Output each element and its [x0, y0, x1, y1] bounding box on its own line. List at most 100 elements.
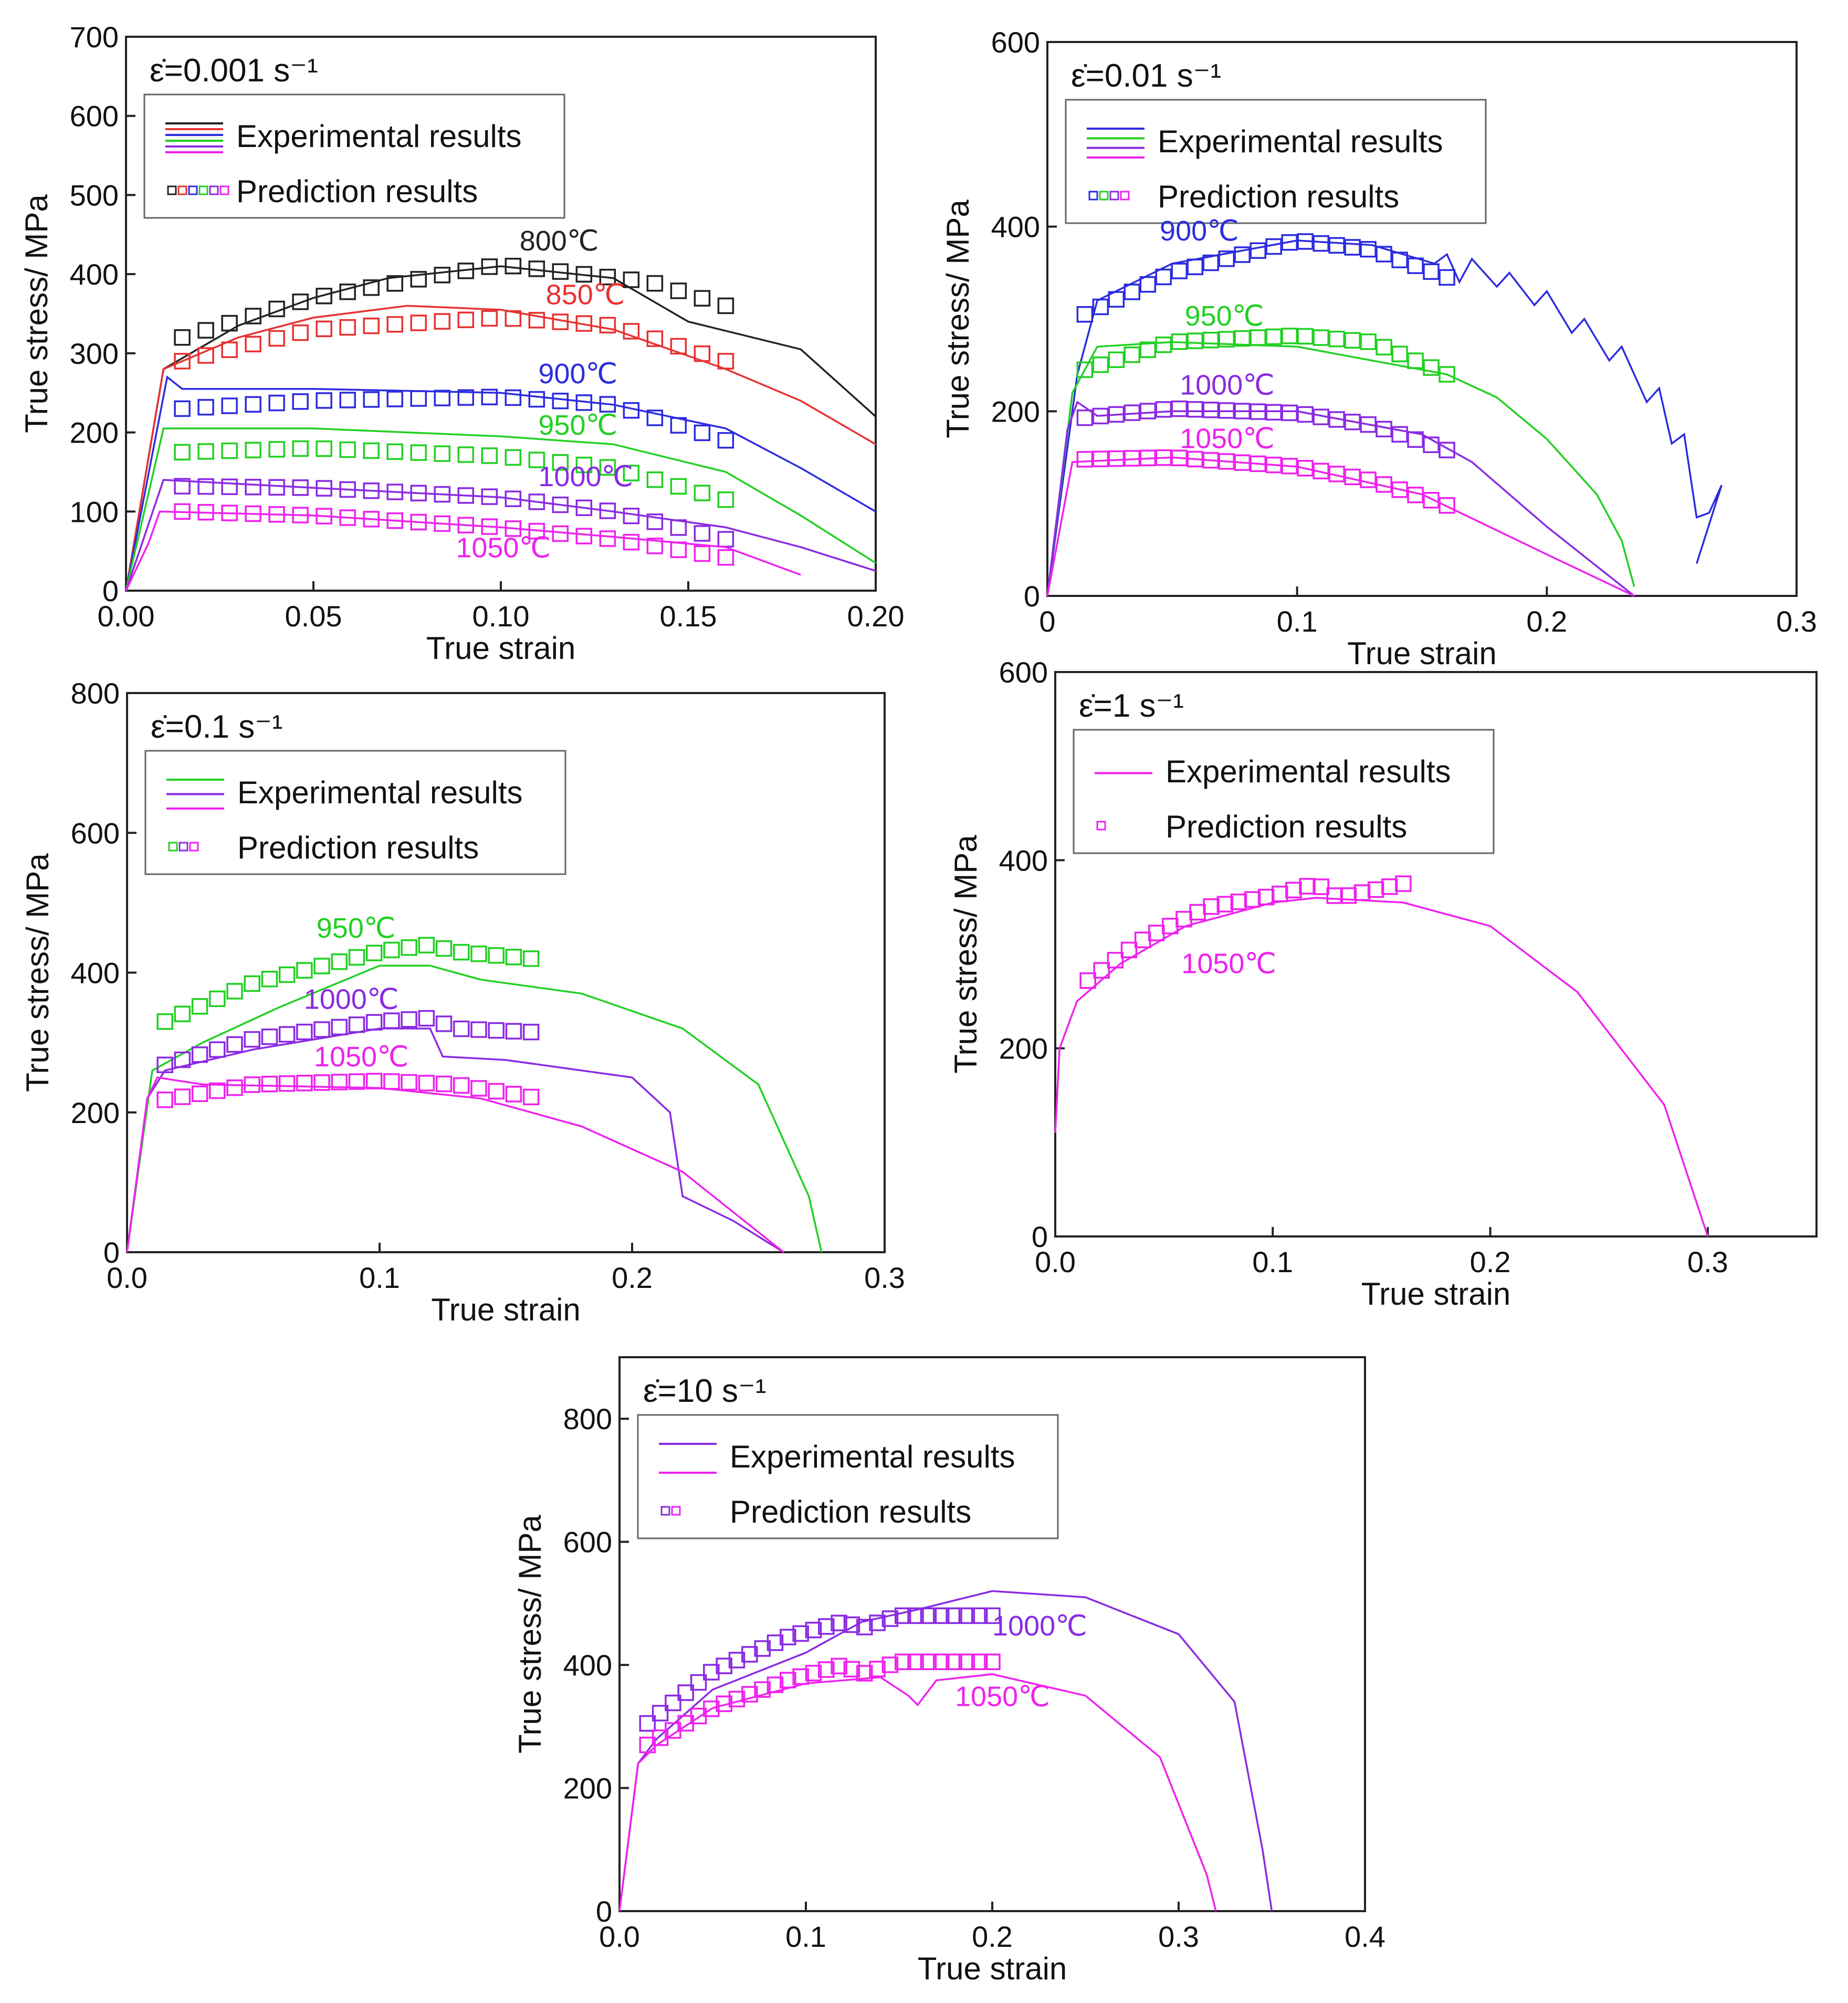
prediction-marker-950 — [292, 440, 309, 457]
prediction-marker-950 — [401, 939, 417, 956]
prediction-marker-800 — [670, 282, 687, 299]
prediction-marker-1050 — [1202, 452, 1220, 469]
prediction-marker-950 — [670, 478, 687, 495]
prediction-marker-900 — [174, 400, 191, 417]
prediction-marker-900 — [457, 389, 475, 406]
prediction-marker-1050 — [1139, 449, 1157, 466]
prediction-marker-950 — [1438, 366, 1455, 383]
prediction-marker-850 — [717, 353, 734, 370]
x-tick-label: 0.1 — [359, 1261, 400, 1294]
temperature-label-1000: 1000℃ — [992, 1610, 1087, 1642]
prediction-marker-1050 — [1407, 486, 1424, 504]
y-tick-label: 200 — [71, 1096, 120, 1129]
prediction-marker-1000 — [599, 502, 616, 519]
prediction-marker-1000 — [1234, 403, 1251, 420]
prediction-marker-1000 — [1171, 400, 1188, 417]
prediction-marker-900 — [670, 417, 687, 434]
prediction-marker-1050 — [856, 1665, 873, 1682]
legend-marker-swatch — [168, 842, 178, 852]
prediction-marker-1050 — [522, 1088, 540, 1106]
prediction-marker-1050 — [1438, 497, 1455, 514]
prediction-marker-900 — [339, 392, 356, 408]
prediction-marker-800 — [623, 271, 640, 288]
prediction-marker-900 — [1376, 246, 1392, 263]
prediction-marker-1000 — [339, 481, 356, 498]
prediction-marker-900 — [1265, 238, 1282, 255]
prediction-marker-950 — [1108, 351, 1125, 368]
prediction-marker-950 — [365, 945, 383, 961]
prediction-marker-1000 — [453, 1020, 470, 1037]
prediction-marker-1050 — [552, 525, 569, 542]
prediction-marker-950 — [552, 454, 569, 471]
prediction-marker-950 — [1328, 330, 1345, 348]
prediction-marker-950 — [522, 950, 540, 967]
prediction-marker-1000 — [894, 1607, 911, 1624]
prediction-marker-850 — [245, 335, 261, 353]
prediction-marker-1050 — [971, 1653, 988, 1670]
legend-box — [144, 750, 566, 875]
prediction-marker-800 — [197, 322, 214, 339]
prediction-marker-1000 — [805, 1621, 822, 1639]
prediction-marker-950 — [296, 962, 313, 979]
prediction-marker-850 — [599, 317, 616, 334]
prediction-marker-900 — [1391, 251, 1408, 268]
prediction-marker-900 — [1407, 257, 1424, 274]
prediction-marker-950 — [386, 443, 403, 460]
prediction-marker-1000 — [1250, 403, 1266, 420]
prediction-marker-950 — [410, 444, 427, 461]
prediction-marker-850 — [646, 330, 664, 347]
prediction-marker-1000 — [434, 486, 450, 503]
prediction-marker-1050 — [383, 1073, 400, 1090]
prediction-marker-1000 — [261, 1028, 278, 1045]
prediction-marker-1000 — [971, 1607, 988, 1624]
legend-marker-swatch — [1109, 191, 1119, 201]
prediction-marker-950 — [1297, 328, 1314, 345]
prediction-marker-850 — [316, 320, 332, 338]
prediction-marker-850 — [670, 338, 687, 355]
prediction-marker-1050 — [843, 1661, 860, 1678]
y-axis-label: True stress/ MPa — [512, 1515, 548, 1754]
prediction-marker-1050 — [457, 517, 475, 533]
prediction-marker-900 — [1218, 250, 1235, 267]
prediction-marker-1050 — [1171, 449, 1188, 466]
prediction-marker-1000 — [174, 1051, 191, 1068]
prediction-marker-1000 — [1438, 442, 1455, 458]
prediction-marker-1000 — [363, 482, 380, 499]
prediction-marker-1000 — [268, 479, 285, 496]
prediction-marker-1050 — [435, 1075, 453, 1093]
y-tick-label: 200 — [999, 1032, 1048, 1065]
prediction-marker-950 — [1234, 330, 1251, 347]
prediction-marker-800 — [575, 266, 593, 283]
y-tick-label: 0 — [102, 574, 119, 607]
prediction-marker-850 — [528, 312, 545, 329]
prediction-marker-900 — [1155, 268, 1172, 286]
prediction-marker-1000 — [174, 478, 191, 495]
prediction-marker-900 — [481, 389, 498, 405]
experimental-curve-900 — [125, 375, 876, 591]
legend-experimental-label: Experimental results — [236, 119, 522, 154]
prediction-marker-1050 — [348, 1073, 365, 1090]
prediction-marker-850 — [623, 323, 640, 340]
prediction-marker-1050 — [401, 1074, 417, 1091]
prediction-marker-1050 — [1218, 453, 1235, 470]
prediction-marker-950 — [481, 447, 498, 464]
chart-panel-rate-0001: 0.00 0.05 0.10 0.15 0.20 0 100 200 300 400 500 600 7… — [19, 20, 905, 666]
prediction-marker-1000 — [741, 1646, 758, 1663]
prediction-marker-1000 — [313, 1021, 330, 1038]
y-tick-label: 600 — [999, 656, 1048, 689]
x-tick-label: 0.3 — [1687, 1245, 1728, 1278]
x-axis-label: True strain — [431, 1292, 581, 1327]
prediction-marker-900 — [694, 424, 711, 442]
prediction-marker-950 — [244, 975, 260, 992]
prediction-marker-1000 — [1265, 404, 1282, 421]
prediction-marker-800 — [386, 275, 403, 292]
prediction-marker-900 — [410, 390, 427, 407]
prediction-marker-900 — [623, 402, 640, 419]
prediction-marker-1050 — [245, 505, 261, 522]
temperature-label-950: 950℃ — [317, 913, 396, 944]
prediction-marker-1000 — [1281, 404, 1298, 422]
prediction-marker-1050 — [1186, 450, 1204, 468]
y-tick-label: 600 — [71, 816, 120, 850]
prediction-marker-1050 — [363, 511, 380, 528]
prediction-marker-1050 — [958, 1653, 975, 1670]
